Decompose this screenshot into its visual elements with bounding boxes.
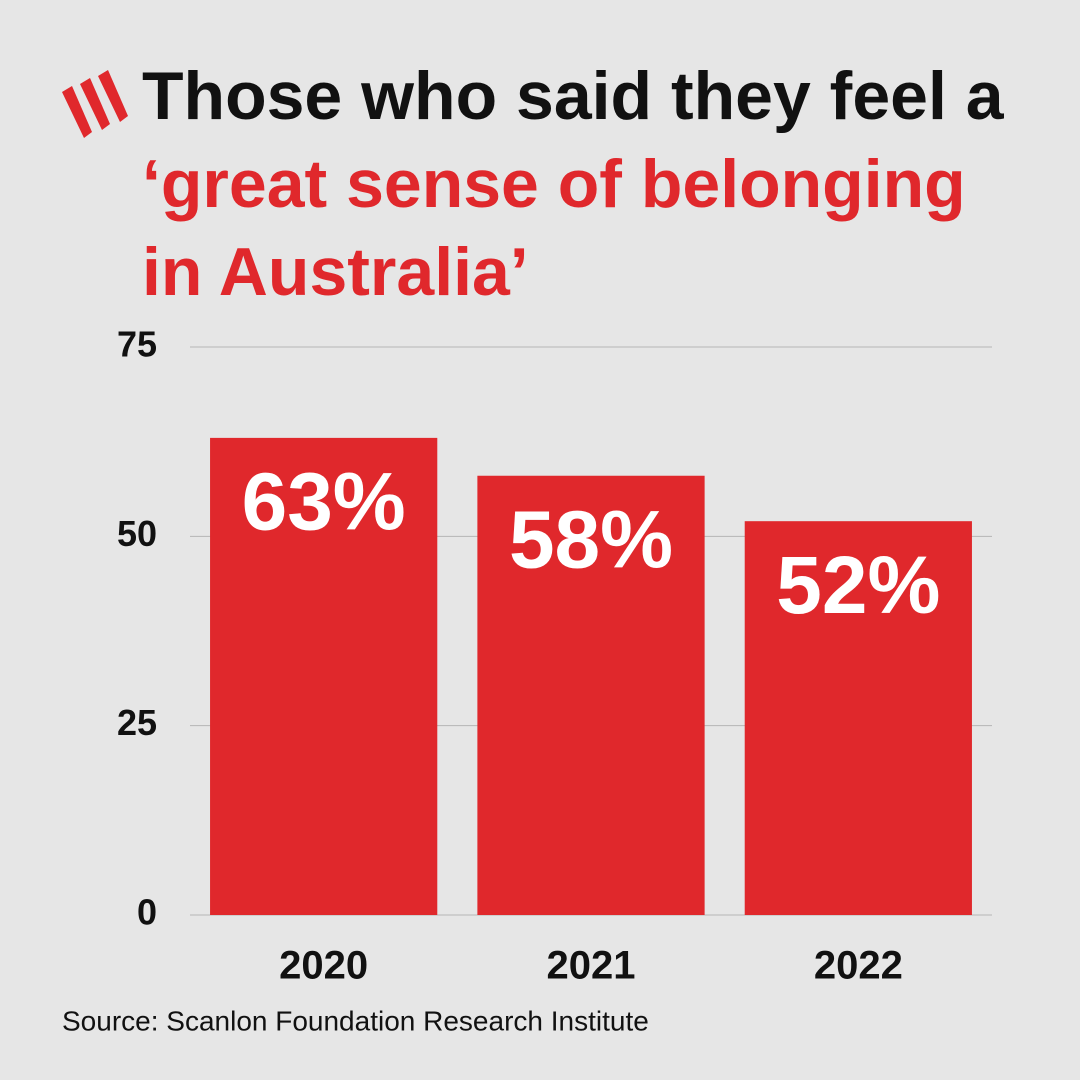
value-label: 58% xyxy=(509,494,673,585)
x-tick-label: 2021 xyxy=(547,944,636,988)
value-label: 63% xyxy=(242,457,406,548)
bar xyxy=(210,437,438,915)
bar xyxy=(744,521,972,915)
x-tick-label: 2022 xyxy=(814,944,903,988)
title-text: Those who said they feel a xyxy=(142,58,1004,134)
y-tick-label: 25 xyxy=(117,702,157,743)
chart-title: Those who said they feel a ‘great sense … xyxy=(142,52,1012,316)
title-highlight: ‘great sense of belonging in Australia’ xyxy=(142,146,966,310)
y-tick-label: 50 xyxy=(117,513,157,554)
source: Source: Scanlon Foundation Research Inst… xyxy=(62,1005,649,1036)
y-tick-label: 75 xyxy=(117,324,157,365)
y-tick-label: 0 xyxy=(137,892,157,933)
bar xyxy=(477,475,705,915)
x-tick-label: 2020 xyxy=(279,944,368,988)
value-label: 52% xyxy=(776,540,940,631)
logo xyxy=(62,70,128,138)
